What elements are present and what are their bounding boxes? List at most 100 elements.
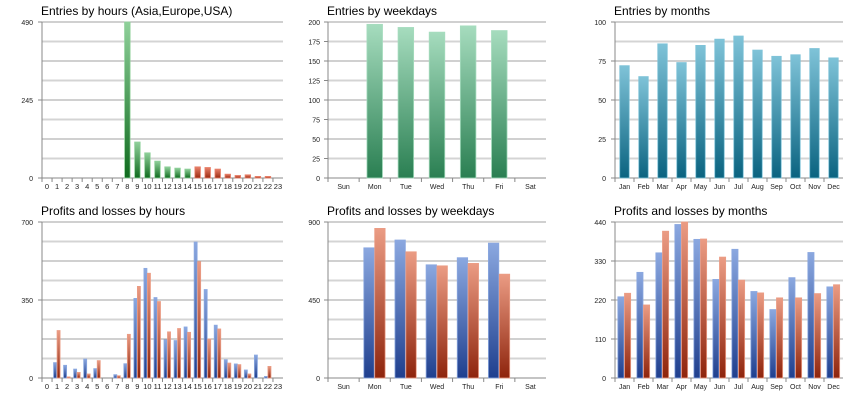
x-tick-label: Fri	[495, 384, 504, 391]
bar-profits-2	[63, 364, 68, 379]
bar-16	[204, 167, 211, 179]
y-tick-label: 0	[316, 376, 320, 383]
y-tick-label: 175	[308, 40, 320, 47]
x-tick-label: Apr	[676, 184, 688, 191]
bar-profits-10	[143, 267, 148, 379]
x-tick-label: Nov	[808, 384, 821, 391]
x-tick-label: 19	[234, 382, 242, 391]
y-tick-label: 100	[308, 98, 320, 105]
x-tick-label: 23	[274, 182, 282, 191]
bar-profits-3	[73, 368, 78, 379]
chart-title: Entries by weekdays	[327, 4, 438, 18]
bar-profits-22	[264, 376, 268, 379]
bar-Apr	[676, 62, 687, 179]
y-tick-label: 50	[312, 137, 320, 144]
bar-Nov	[809, 48, 820, 179]
x-tick-label: 0	[45, 382, 49, 391]
bar-19	[234, 175, 241, 179]
bar-losses-Thu	[467, 263, 479, 379]
bar-12	[164, 166, 171, 179]
x-tick-label: 3	[75, 182, 79, 191]
bar-profits-20	[243, 369, 248, 379]
bar-profits-Sep	[769, 309, 777, 379]
x-tick-label: Nov	[808, 184, 821, 191]
bar-14	[184, 168, 191, 179]
bar-losses-12	[167, 331, 171, 379]
x-tick-label: Thu	[462, 384, 474, 391]
bar-profits-1	[53, 362, 57, 379]
bar-losses-Wed	[436, 265, 448, 379]
bar-11	[154, 160, 161, 179]
bar-Tue	[397, 27, 415, 179]
x-tick-label: 16	[204, 182, 212, 191]
y-tick-label: 110	[595, 337, 606, 344]
bar-profits-Nov	[807, 252, 815, 379]
x-tick-label: Mar	[656, 184, 669, 191]
x-tick-label: Sun	[337, 184, 350, 191]
x-tick-label: Fri	[495, 184, 504, 191]
bar-profits-16	[203, 289, 208, 379]
x-tick-label: 6	[105, 382, 109, 391]
chart-title: Entries by hours (Asia,Europe,USA)	[41, 4, 233, 18]
bar-profits-Dec	[826, 286, 834, 379]
x-tick-label: 8	[125, 382, 129, 391]
y-tick-label: 700	[21, 220, 33, 227]
x-tick-label: 19	[234, 182, 242, 191]
x-tick-label: Dec	[827, 184, 840, 191]
x-tick-label: 2	[65, 382, 69, 391]
bar-losses-Tue	[405, 251, 417, 379]
x-tick-label: 5	[95, 182, 99, 191]
x-tick-label: 14	[183, 182, 191, 191]
x-tick-label: Tue	[400, 184, 412, 191]
bar-losses-Jan	[624, 292, 632, 379]
chart-title: Profits and losses by hours	[41, 204, 186, 218]
x-tick-label: Sep	[770, 184, 783, 191]
x-tick-label: Wed	[430, 184, 444, 191]
bar-22	[264, 176, 272, 179]
bar-21	[254, 176, 262, 179]
bar-profits-Apr	[674, 224, 682, 379]
bar-profits-21	[253, 354, 258, 379]
x-tick-label: 4	[85, 382, 89, 391]
x-tick-label: Oct	[790, 184, 801, 191]
x-tick-label: 22	[264, 382, 272, 391]
bar-Sep	[771, 55, 782, 179]
bar-Aug	[752, 49, 763, 179]
x-tick-label: 3	[75, 382, 79, 391]
x-tick-label: Feb	[637, 384, 649, 391]
bar-losses-11	[157, 301, 161, 379]
x-tick-label: Jun	[714, 184, 725, 191]
y-tick-label: 0	[602, 176, 606, 183]
bar-profits-4	[83, 358, 88, 379]
x-tick-label: 17	[214, 382, 222, 391]
x-tick-label: 5	[95, 382, 99, 391]
bar-losses-Fri	[498, 273, 511, 379]
bar-losses-5	[96, 360, 101, 379]
bar-profits-Mon	[363, 247, 375, 379]
y-tick-label: 50	[598, 98, 606, 105]
x-tick-label: Jan	[619, 384, 630, 391]
y-tick-label: 25	[598, 137, 606, 144]
y-tick-label: 200	[308, 20, 320, 27]
bar-Dec	[828, 57, 839, 179]
x-tick-label: 16	[204, 382, 212, 391]
y-tick-label: 100	[594, 20, 606, 27]
y-tick-label: 900	[308, 220, 320, 227]
bar-losses-20	[247, 373, 252, 379]
bar-profits-18	[223, 359, 228, 379]
bar-profits-Fri	[487, 242, 500, 379]
y-tick-label: 150	[308, 59, 320, 66]
y-tick-label: 220	[594, 298, 606, 305]
x-tick-label: Sat	[525, 384, 536, 391]
bar-profits-Mar	[655, 252, 663, 379]
bar-profits-19	[233, 363, 238, 379]
x-tick-label: Thu	[462, 184, 474, 191]
x-tick-label: 22	[264, 182, 272, 191]
bar-Feb	[638, 76, 649, 179]
x-tick-label: 6	[105, 182, 109, 191]
chart-title: Entries by months	[614, 4, 711, 18]
bar-profits-Aug	[750, 291, 758, 379]
y-tick-label: 245	[21, 98, 33, 105]
bar-losses-16	[207, 338, 212, 379]
x-tick-label: Jul	[734, 184, 743, 191]
